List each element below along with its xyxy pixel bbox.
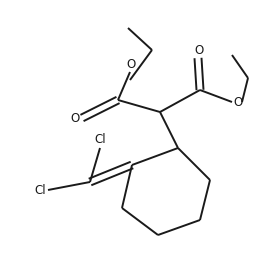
Text: O: O	[233, 95, 242, 109]
Text: Cl: Cl	[34, 184, 46, 196]
Text: O: O	[194, 44, 204, 57]
Text: O: O	[71, 112, 80, 125]
Text: O: O	[126, 58, 136, 71]
Text: Cl: Cl	[94, 133, 106, 146]
